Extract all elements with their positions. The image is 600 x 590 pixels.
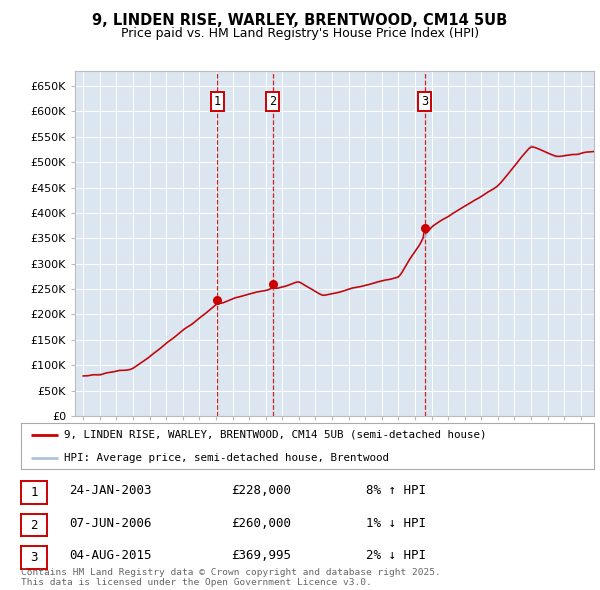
Text: 2: 2 [31,519,38,532]
Text: HPI: Average price, semi-detached house, Brentwood: HPI: Average price, semi-detached house,… [64,453,389,463]
Text: 9, LINDEN RISE, WARLEY, BRENTWOOD, CM14 5UB: 9, LINDEN RISE, WARLEY, BRENTWOOD, CM14 … [92,13,508,28]
Text: £260,000: £260,000 [231,517,291,530]
Text: £369,995: £369,995 [231,549,291,562]
Text: 04-AUG-2015: 04-AUG-2015 [69,549,151,562]
Text: 2% ↓ HPI: 2% ↓ HPI [366,549,426,562]
Text: 9, LINDEN RISE, WARLEY, BRENTWOOD, CM14 5UB (semi-detached house): 9, LINDEN RISE, WARLEY, BRENTWOOD, CM14 … [64,430,487,440]
Text: 07-JUN-2006: 07-JUN-2006 [69,517,151,530]
Text: 24-JAN-2003: 24-JAN-2003 [69,484,151,497]
Text: 1: 1 [214,95,221,108]
Text: 8% ↑ HPI: 8% ↑ HPI [366,484,426,497]
Text: £228,000: £228,000 [231,484,291,497]
Text: 3: 3 [421,95,428,108]
Text: Price paid vs. HM Land Registry's House Price Index (HPI): Price paid vs. HM Land Registry's House … [121,27,479,40]
Text: Contains HM Land Registry data © Crown copyright and database right 2025.
This d: Contains HM Land Registry data © Crown c… [21,568,441,587]
Text: 3: 3 [31,551,38,564]
Text: 2: 2 [269,95,277,108]
Text: 1% ↓ HPI: 1% ↓ HPI [366,517,426,530]
Text: 1: 1 [31,486,38,499]
